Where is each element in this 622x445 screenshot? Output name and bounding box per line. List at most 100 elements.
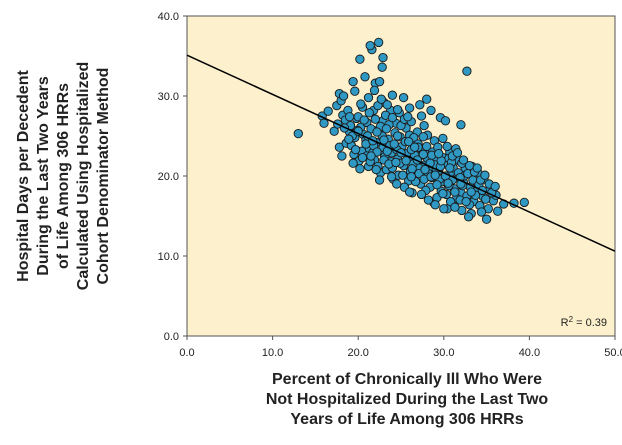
data-point: [363, 92, 374, 103]
data-point: [369, 85, 380, 96]
y-tick-label: 30.0: [158, 91, 179, 103]
y-tick-label: 0.0: [164, 331, 179, 343]
data-point: [319, 118, 329, 128]
data-point: [344, 134, 354, 144]
data-point: [404, 103, 415, 113]
data-point: [419, 120, 429, 131]
data-point: [370, 114, 380, 124]
data-point: [382, 100, 392, 110]
data-point: [430, 170, 440, 180]
data-point: [401, 156, 411, 166]
data-point: [355, 164, 365, 174]
x-axis-title-line: Percent of Chronically Ill Who Were: [272, 371, 542, 388]
x-tick-label: 20.0: [347, 347, 368, 359]
data-point: [372, 127, 382, 137]
data-point: [398, 92, 409, 103]
data-point: [392, 131, 403, 141]
data-point: [461, 196, 471, 207]
data-point: [458, 155, 469, 165]
data-point: [371, 164, 381, 175]
x-tick-label: 10.0: [262, 347, 283, 359]
y-axis-title-line: Calculated Using Hospitalized: [75, 62, 92, 290]
data-point: [463, 212, 474, 222]
data-point: [376, 94, 386, 104]
y-axis-title-line: During the Last Two Years: [35, 76, 52, 276]
data-point: [293, 128, 303, 139]
data-point: [466, 187, 476, 197]
data-point: [416, 111, 427, 121]
data-point: [423, 195, 434, 205]
y-tick-label: 40.0: [158, 11, 179, 23]
data-point: [364, 108, 374, 118]
data-point: [490, 181, 500, 192]
data-point: [476, 207, 487, 217]
data-point: [406, 172, 416, 182]
data-points: [293, 37, 529, 224]
data-point: [398, 170, 408, 180]
data-point: [519, 197, 529, 208]
data-point: [387, 90, 398, 100]
data-point: [432, 180, 442, 190]
data-point: [445, 163, 455, 173]
data-point: [420, 164, 430, 175]
data-point: [323, 106, 333, 116]
data-point: [356, 99, 366, 109]
data-point: [374, 37, 384, 48]
data-point: [439, 204, 449, 214]
x-tick-label: 40.0: [519, 347, 540, 359]
data-point: [360, 72, 370, 82]
data-point: [472, 163, 482, 173]
data-point: [418, 132, 428, 142]
data-point: [480, 170, 490, 180]
data-point: [426, 105, 436, 116]
data-point: [438, 188, 448, 199]
y-tick-label: 20.0: [158, 171, 179, 183]
x-axis-title-line: Not Hospitalized During the Last Two: [266, 391, 549, 408]
data-point: [391, 157, 401, 168]
data-point: [452, 148, 463, 158]
data-point: [344, 112, 355, 122]
data-point: [379, 135, 389, 145]
data-point: [374, 76, 385, 87]
data-point: [381, 124, 392, 134]
y-axis-title-line: Cohort Denominator Method: [95, 68, 112, 285]
data-point: [456, 120, 466, 130]
data-point: [403, 112, 413, 122]
trend-line: [186, 54, 616, 252]
data-point: [350, 86, 360, 96]
data-point: [493, 206, 503, 216]
data-point: [443, 178, 453, 188]
data-point: [334, 142, 345, 152]
data-point: [462, 66, 472, 76]
data-point: [387, 112, 398, 123]
data-point: [450, 187, 460, 197]
data-point: [481, 214, 492, 224]
data-point: [337, 151, 347, 161]
data-point: [357, 152, 368, 163]
data-point: [338, 91, 349, 101]
data-point: [450, 202, 460, 212]
data-point: [430, 200, 440, 210]
data-point: [377, 62, 387, 72]
tick-labels: 0.0 10.0 20.0 30.0 40.0 50.0 0.0 10.0 20.0 30.0 40…: [158, 11, 622, 359]
data-point: [389, 139, 399, 149]
data-point: [348, 158, 358, 168]
data-point: [355, 54, 365, 64]
y-tick-label: 10.0: [158, 251, 179, 263]
data-point: [481, 194, 491, 204]
data-point: [416, 189, 427, 200]
data-point: [415, 100, 425, 110]
data-point: [350, 144, 361, 155]
data-point: [392, 104, 403, 115]
data-point: [434, 148, 444, 159]
x-tick-label: 30.0: [433, 347, 454, 359]
data-point: [359, 115, 369, 125]
x-axis-title-line: Years of Life Among 306 HRRs: [290, 411, 523, 428]
x-tick-label: 0.0: [179, 347, 194, 359]
data-point: [348, 76, 358, 87]
data-point: [392, 179, 402, 189]
r-squared-label: R2 = 0.39: [561, 315, 607, 330]
y-axis-title-line: of Life Among 306 HRRs: [55, 83, 72, 269]
data-point: [410, 142, 420, 152]
